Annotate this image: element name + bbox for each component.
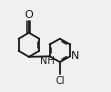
Text: NH: NH — [41, 56, 55, 66]
Text: Cl: Cl — [55, 76, 65, 86]
Text: O: O — [25, 10, 33, 20]
Text: N: N — [71, 51, 80, 61]
